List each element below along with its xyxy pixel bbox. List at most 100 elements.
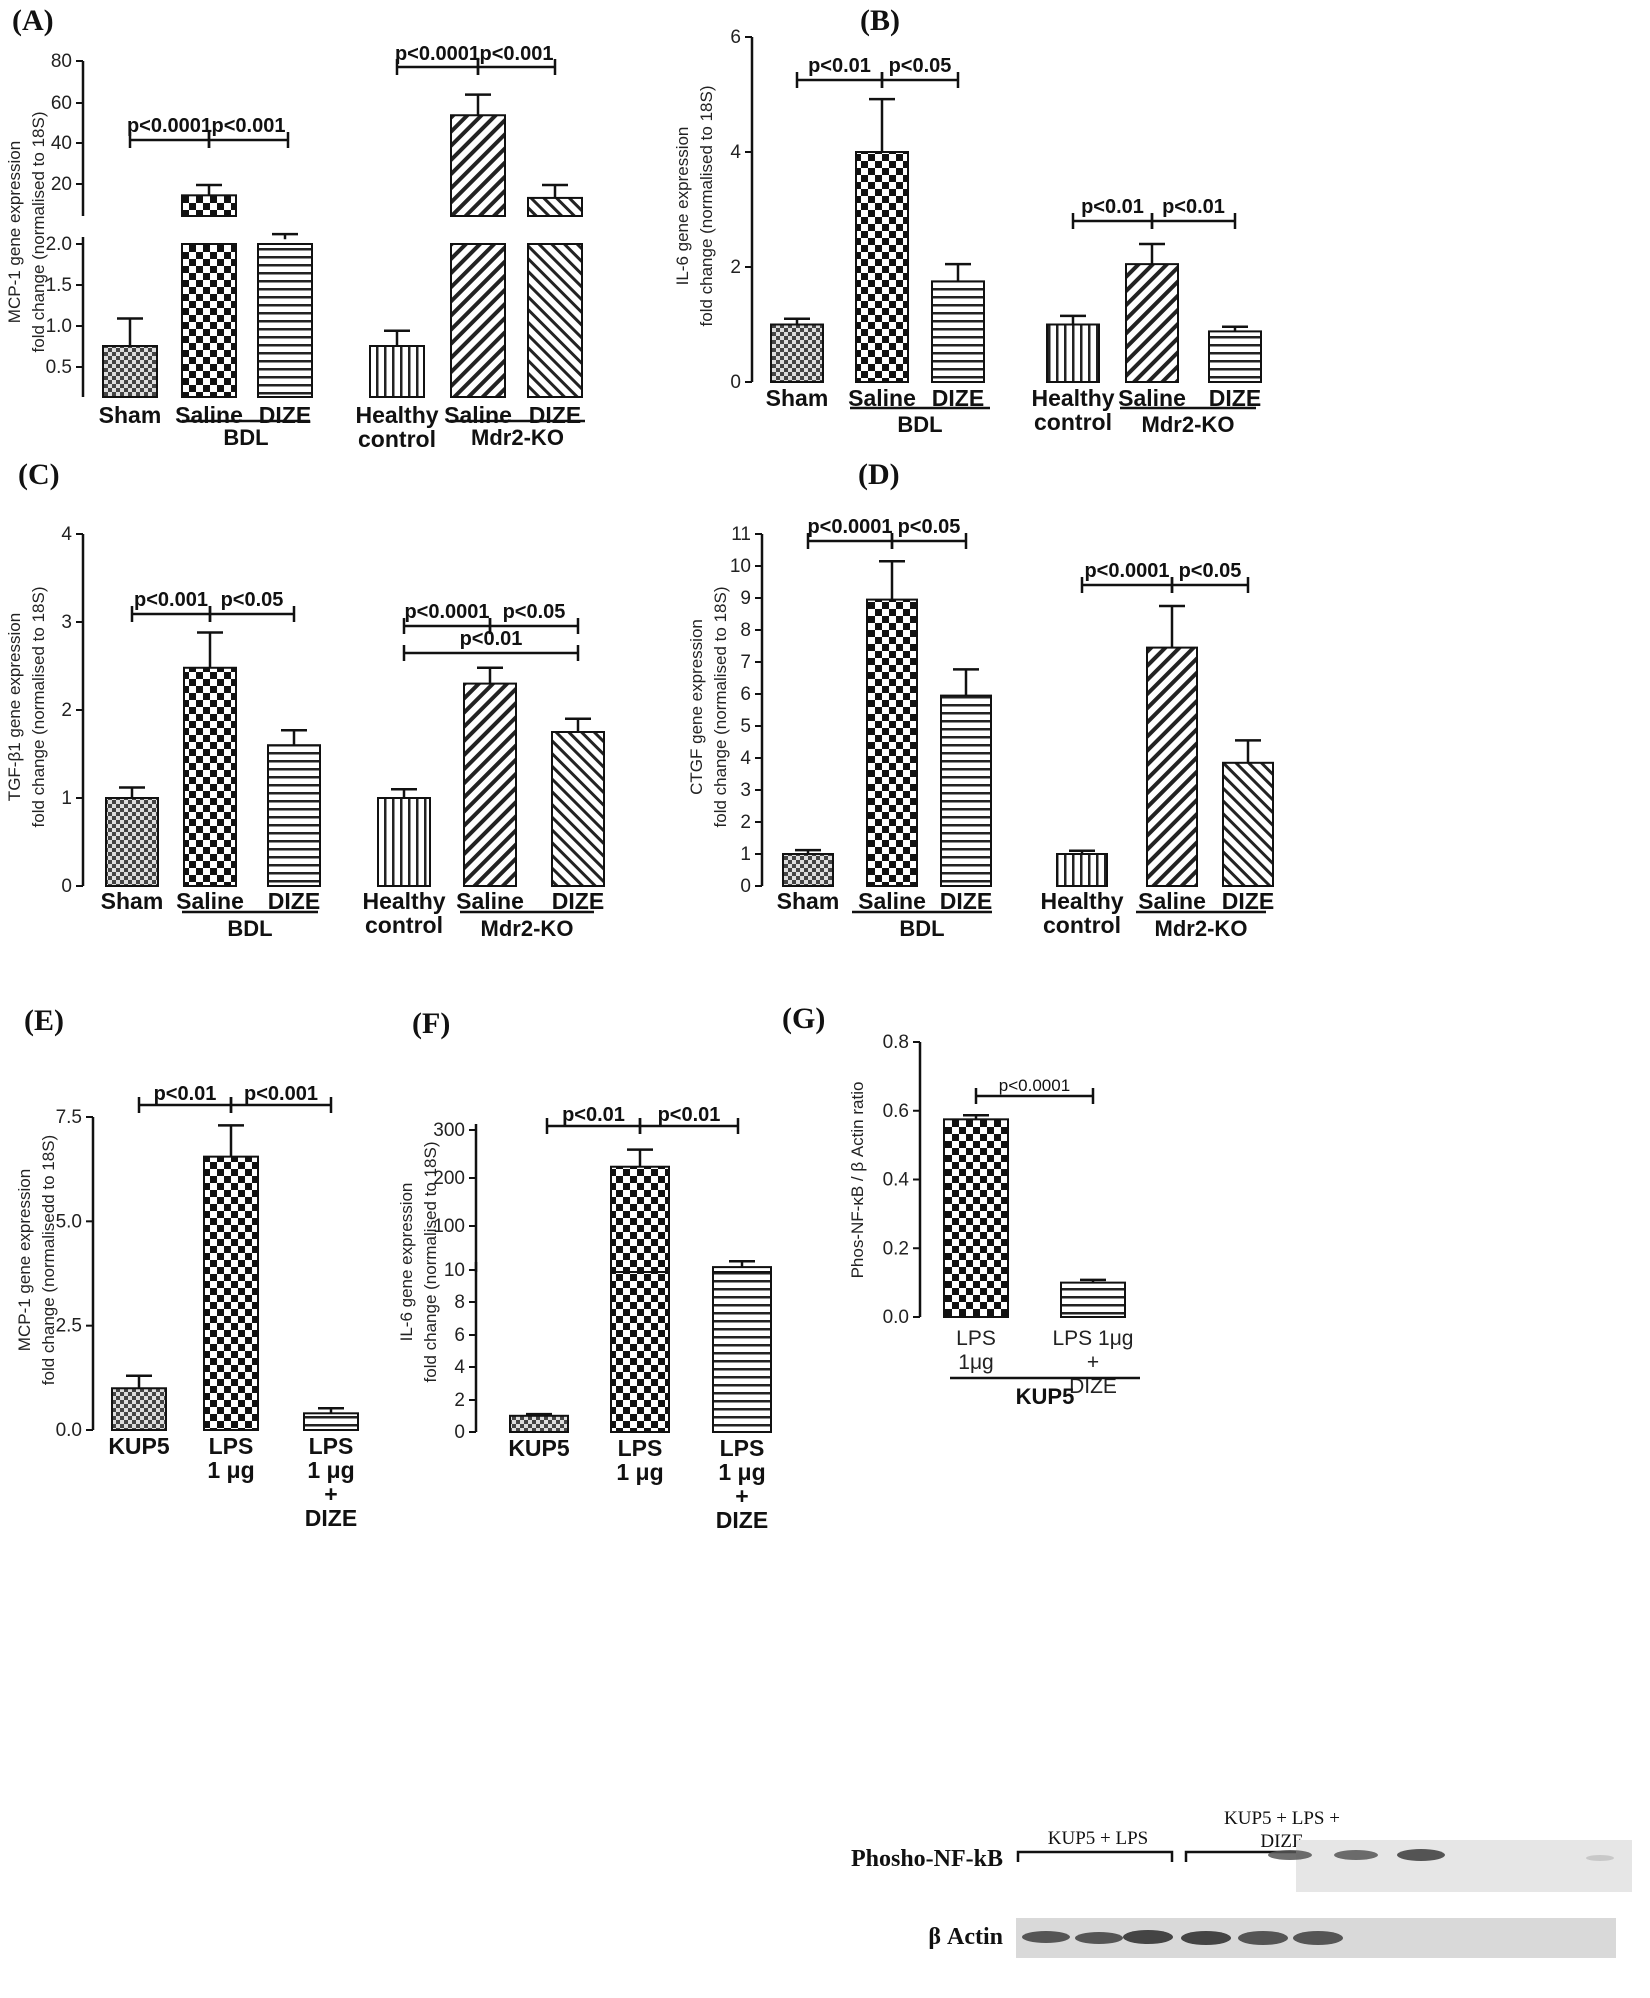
blot-lane-bg-phospho [1296,1840,1632,1892]
y-tick-label: 40 [51,133,72,154]
chart-panel-b: (B) 0 2 4 6 IL-6 gene expression fold change (… [673,4,1262,437]
x-category-label: LPS [720,1435,765,1461]
y-tick-label: 6 [740,684,751,705]
x-category-label: Sham [777,888,840,914]
significance-bracket [638,1118,740,1134]
bar [855,151,909,383]
p-value-label: p<0.0001 [395,43,480,65]
x-category-label: LPS 1μg [1053,1327,1134,1350]
bar [712,1266,772,1273]
blot-bracket-lps [1016,1850,1174,1862]
x-category-label: KUP5 [508,1435,570,1461]
x-category-label: DIZE [552,888,604,914]
blot-row-label-actin: β Actin [928,1924,1003,1950]
bar [940,694,992,887]
x-category-label: DIZE [305,1505,357,1531]
blot-band-phospho-2 [1334,1850,1378,1860]
blot-band-actin-1 [1022,1931,1070,1943]
panel-label-g: (G) [782,1002,825,1035]
x-category-label: control [365,912,443,938]
group-label: Mdr2-KO [1155,916,1248,941]
significance-bracket [229,1097,333,1113]
bar [463,682,517,887]
bar [770,323,824,383]
blot-band-actin-4 [1181,1931,1231,1945]
x-category-label: 1μg [958,1351,993,1374]
y-tick-label: 0.5 [46,357,72,378]
p-value-label: p<0.001 [212,115,286,137]
y-tick-label: 2.0 [46,234,72,255]
blot-band-actin-6 [1293,1931,1343,1945]
x-category-label: Sham [99,402,162,428]
blot-band-actin-5 [1238,1931,1288,1945]
y-tick-label: 5 [740,716,751,737]
bar [111,1387,167,1432]
significance-bracket [1150,213,1237,229]
bar [551,731,605,887]
y-tick-label: 3 [61,612,72,633]
x-category-label: Saline [176,888,244,914]
bar [181,194,237,217]
y-tick-label: 1.0 [46,316,72,337]
y-tick-label: 100 [433,1216,465,1237]
bar-lower-segment [181,243,237,398]
blot-group-label-lps-dize-2: DIZE [1260,1831,1303,1852]
p-value-label: p<0.05 [889,55,952,77]
y-axis-label-line: Phos-NF-κB / β Actin ratio [848,1082,867,1279]
bar [782,853,834,887]
x-category-label: Healthy [1040,888,1123,914]
y-axis-label-line: fold change (normalisedd to 18S) [39,1135,58,1385]
x-category-label: Saline [444,402,512,428]
y-axis-label-g: Phos-NF-κB / β Actin ratio [848,1082,867,1279]
bar [527,196,583,218]
y-tick-label: 0.6 [883,1101,909,1122]
y-tick-label: 7 [740,652,751,673]
bar-lower-segment [527,243,583,398]
x-category-label: DIZE [259,402,311,428]
x-category-label: DIZE [1209,385,1261,411]
x-category-label: DIZE [940,888,992,914]
y-tick-label: 4 [730,142,741,163]
x-category-label: control [1034,409,1112,435]
x-category-label: DIZE [529,402,581,428]
p-value-label: p<0.05 [503,601,566,623]
p-value-label: p<0.001 [244,1083,318,1105]
y-axis-label-line: MCP-1 gene expression [15,1169,34,1351]
bar [369,345,425,398]
y-tick-label: 2.5 [56,1316,82,1337]
y-axis-label-line: fold change (normalised to 18S) [29,587,48,828]
p-value-label: p<0.001 [480,43,554,65]
panel-label-b: (B) [860,4,900,37]
bar [1146,646,1198,887]
y-axis-label-line: fold change (normalised to 18S) [711,587,730,828]
bar [303,1412,359,1431]
y-tick-label: 2 [61,700,72,721]
y-tick-label: 6 [454,1325,465,1346]
p-value-label: p<0.01 [1081,196,1144,218]
chart-panel-e: (E) 0.0 2.5 5.0 7.5 MCP-1 gene expression fold… [15,1004,359,1531]
y-axis-label-line: fold change (normalised to 18S) [697,86,716,327]
blot-band-phospho-1 [1268,1850,1312,1860]
group-label: BDL [899,916,944,941]
significance-bracket [1170,577,1250,593]
y-tick-label: 11 [731,524,751,545]
bar [931,280,985,383]
p-value-label: p<0.0001 [807,516,892,538]
chart-panel-c: (C) 0 1 2 3 4 TGF-β1 gene expression fold chang… [5,458,605,941]
y-tick-label: 3 [740,780,751,801]
y-tick-label: 60 [51,93,72,114]
x-category-label: control [1043,912,1121,938]
bar-lower-segment [610,1269,670,1433]
panel-label-d: (D) [858,458,900,491]
bar [1046,323,1100,383]
x-category-label: Healthy [1031,385,1114,411]
y-tick-label: 10 [444,1260,465,1281]
significance-bracket [488,618,580,634]
y-tick-label: 20 [51,174,72,195]
y-tick-label: 0 [454,1422,465,1443]
x-category-label: 1 μg [307,1457,354,1483]
y-tick-label: 0.8 [883,1032,909,1053]
y-axis-label-line: IL-6 gene expression [397,1183,416,1342]
x-category-label: LPS [956,1327,996,1350]
blot-group-label-lps-dize-1: KUP5 + LPS + [1224,1808,1340,1829]
